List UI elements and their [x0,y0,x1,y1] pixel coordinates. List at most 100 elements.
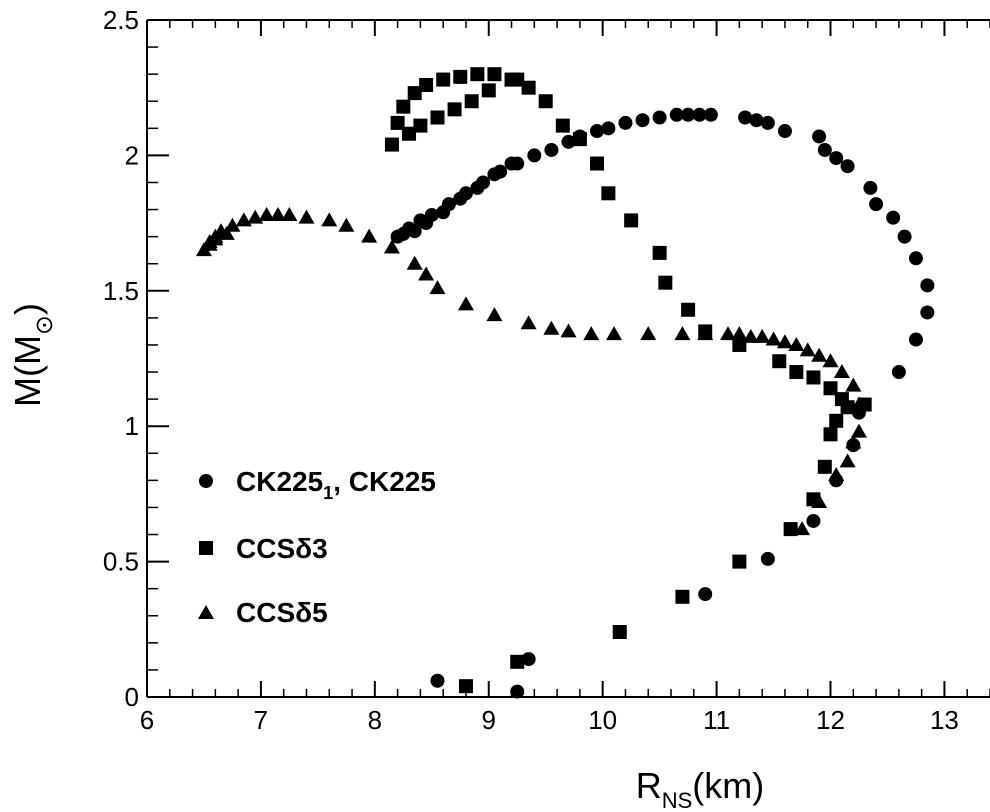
square-marker [817,459,832,474]
square-marker [823,381,838,396]
triangle-marker [383,239,400,254]
square-marker [538,94,553,109]
triangle-marker [765,331,782,346]
triangle-marker [298,209,315,224]
circle-marker [908,251,923,266]
square-marker [481,83,496,98]
triangle-marker [321,212,338,227]
circle-marker [589,124,604,139]
circle-marker [601,121,616,136]
triangle-marker [731,326,748,341]
circle-marker [840,159,855,174]
square-marker [572,132,587,147]
circle-marker [402,221,417,236]
square-marker [458,679,473,694]
y-tick-label: 1 [125,411,139,441]
square-marker [829,413,844,428]
triangle-marker [270,206,287,221]
triangle-marker [850,396,867,411]
triangle-marker [845,434,862,449]
triangle-marker [429,280,446,295]
square-marker [658,275,673,290]
circle-marker [812,129,827,144]
square-marker [601,186,616,201]
triangle-marker [828,466,845,481]
circle-marker [430,673,445,688]
triangle-marker [776,334,793,349]
legend-label-ck225-sub: 1 [323,483,333,503]
legend-label-ccsd5: CCSδ5 [236,597,328,628]
square-marker [396,99,411,114]
triangle-marker [520,315,537,330]
circle-marker [544,142,559,157]
x-tick-label: 13 [930,705,959,735]
x-axis-title-main: R [636,765,662,806]
circle-marker [920,278,935,293]
axes: 6 7 8 9 10 11 12 13 0 0.5 1 1.5 2 2.5 [103,5,990,735]
legend-label-ck225-main: CK225 [236,466,323,497]
series-3 [195,206,867,536]
triangle-marker [235,212,252,227]
circle-marker [618,115,633,130]
square-marker [681,302,696,317]
square-marker [407,86,422,101]
triangle-marker [338,217,355,232]
x-tick-label: 11 [703,705,730,735]
y-axis-title-close: ) [7,303,48,315]
square-marker [504,72,519,87]
circle-marker [749,113,764,128]
circle-marker [777,124,792,139]
circle-marker [390,229,405,244]
square-marker [612,625,627,640]
triangle-marker [811,494,828,509]
square-marker [453,69,468,84]
x-tick-label: 9 [482,705,496,735]
square-marker [834,392,849,407]
circle-marker [806,513,821,528]
circle-marker [458,186,473,201]
triangle-marker [811,347,828,362]
circle-marker [760,551,775,566]
triangle-marker [697,326,714,341]
circle-marker [510,684,525,699]
triangle-marker [719,326,736,341]
circle-marker [527,148,542,163]
y-axis-title-main: M(M [7,335,48,407]
triangle-marker [224,217,241,232]
square-marker [430,110,445,125]
y-axis-title: M(M⊙) [7,303,58,407]
triangle-marker [281,206,298,221]
y-axis-title-sub: ⊙ [31,315,58,335]
triangle-marker [218,225,235,240]
circle-marker [413,213,428,228]
square-marker [384,137,399,152]
circle-marker [510,156,525,171]
circle-marker [521,652,536,667]
circle-marker [908,332,923,347]
legend-label-ck225: CK2251, CK225 [236,466,436,503]
circle-marker [635,113,650,128]
legend-label-ck225-rest: , CK225 [333,466,436,497]
circle-marker [698,587,713,602]
triangle-marker [457,296,474,311]
circle-marker [561,134,576,149]
y-tick-label: 0 [125,682,139,712]
square-marker [789,365,804,380]
triangle-marker [822,353,839,368]
triangle-marker [799,342,816,357]
triangle-marker [560,323,577,338]
circle-marker [681,107,696,122]
triangle-marker [486,307,503,322]
square-marker [823,427,838,442]
series-2 [384,67,872,694]
circle-marker [476,175,491,190]
y-tick-label: 1.5 [103,276,139,306]
square-marker [521,80,536,95]
y-tick-label: 0.5 [103,547,139,577]
circle-marker [920,305,935,320]
circle-marker [493,164,508,179]
square-marker [555,118,570,133]
square-marker [652,245,667,260]
triangle-marker [754,328,771,343]
